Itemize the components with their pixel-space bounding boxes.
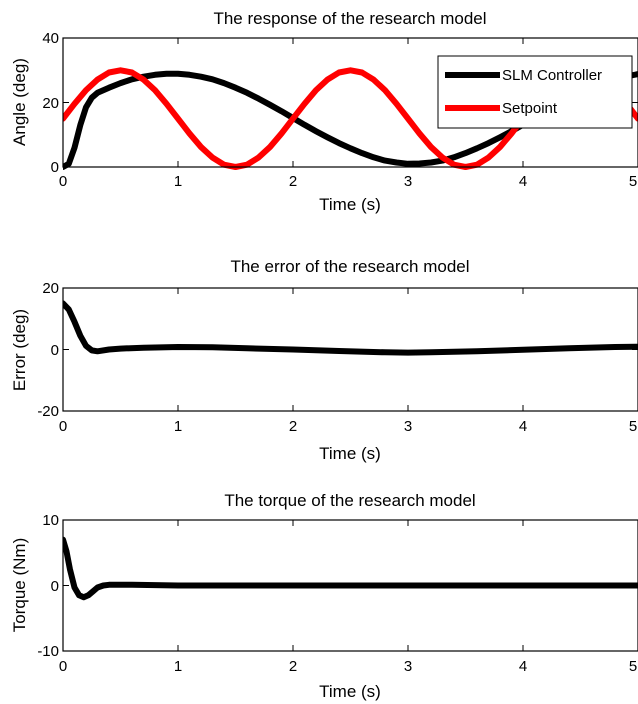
y-tick-label: -10 xyxy=(37,643,59,660)
x-tick-label: 1 xyxy=(174,658,182,675)
x-tick-label: 2 xyxy=(289,418,297,435)
y-tick-label: 0 xyxy=(51,342,59,359)
series-line-primary xyxy=(63,536,638,601)
chart-title: The error of the research model xyxy=(230,257,469,276)
y-axis-label: Angle (deg) xyxy=(10,58,29,146)
legend: SLM Controller Setpoint xyxy=(437,55,633,129)
legend-box xyxy=(437,55,633,129)
y-tick-label: 10 xyxy=(42,512,59,529)
y-tick-label: 0 xyxy=(51,578,59,595)
x-tick-label: 0 xyxy=(59,658,67,675)
chart-torque: The torque of the research model -10 0 1… xyxy=(10,491,638,701)
y-tick-label: 0 xyxy=(51,159,59,176)
x-axis-label: Time (s) xyxy=(319,444,381,463)
x-tick-label: 5 xyxy=(629,418,637,435)
y-tick-label: 20 xyxy=(42,280,59,297)
tick-marks xyxy=(62,287,638,412)
x-tick-label: 4 xyxy=(519,658,527,675)
x-tick-label: 0 xyxy=(59,173,67,190)
x-axis-label: Time (s) xyxy=(319,682,381,701)
y-tick-label: 20 xyxy=(42,95,59,112)
y-tick-label: -20 xyxy=(37,403,59,420)
tick-marks xyxy=(62,519,638,652)
x-tick-label: 5 xyxy=(629,173,637,190)
y-axis-label: Error (deg) xyxy=(10,309,29,391)
series-line-primary xyxy=(63,300,638,356)
series-group xyxy=(63,536,638,601)
x-axis-label: Time (s) xyxy=(319,195,381,214)
x-tick-label: 4 xyxy=(519,418,527,435)
chart-response: The response of the research model 0 20 … xyxy=(10,9,638,214)
chart-title: The response of the research model xyxy=(213,9,486,28)
x-tick-label: 0 xyxy=(59,418,67,435)
series-group xyxy=(63,300,638,356)
chart-title: The torque of the research model xyxy=(224,491,475,510)
x-tick-label: 2 xyxy=(289,173,297,190)
legend-label-setpoint: Setpoint xyxy=(502,100,558,117)
legend-label-controller: SLM Controller xyxy=(502,67,602,84)
tick-marks xyxy=(62,37,638,168)
x-tick-label: 2 xyxy=(289,658,297,675)
x-tick-label: 3 xyxy=(404,418,412,435)
y-axis-label: Torque (Nm) xyxy=(10,538,29,632)
x-tick-label: 1 xyxy=(174,173,182,190)
x-tick-label: 5 xyxy=(629,658,637,675)
x-tick-label: 3 xyxy=(404,173,412,190)
x-tick-label: 3 xyxy=(404,658,412,675)
x-tick-label: 4 xyxy=(519,173,527,190)
y-tick-label: 40 xyxy=(42,30,59,47)
chart-error: The error of the research model -20 0 20… xyxy=(10,257,638,463)
x-tick-label: 1 xyxy=(174,418,182,435)
